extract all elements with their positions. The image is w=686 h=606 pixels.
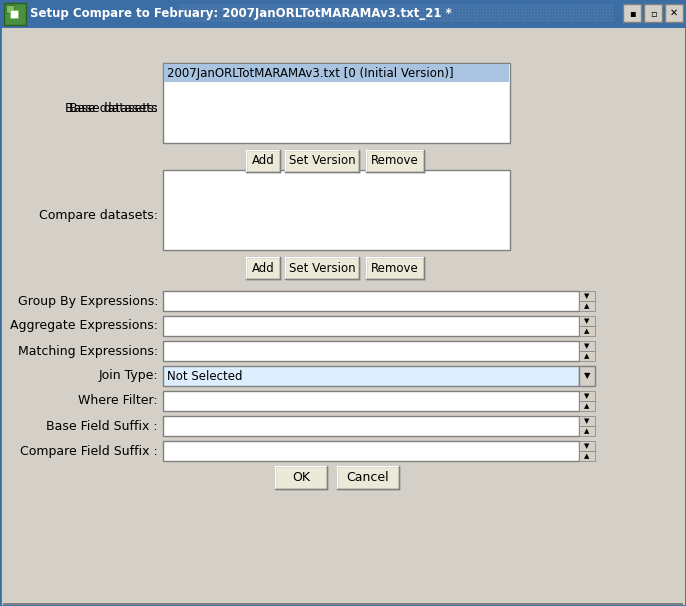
Text: Set Version: Set Version (289, 155, 355, 167)
Text: Remove: Remove (371, 155, 419, 167)
Bar (623, 4, 641, 22)
Text: Base Field Suffix :: Base Field Suffix : (47, 419, 158, 433)
Text: Matching Expressions:: Matching Expressions: (18, 344, 158, 358)
Bar (579, 391, 595, 401)
Bar (0, 0, 686, 28)
Bar (4, 3, 26, 25)
Text: OK: OK (292, 471, 310, 484)
Bar (163, 170, 510, 250)
Bar (579, 441, 595, 451)
Bar (10, 10, 18, 18)
Bar (579, 401, 595, 411)
Text: ▼: ▼ (584, 318, 590, 324)
Text: Group By Expressions:: Group By Expressions: (18, 295, 158, 307)
Bar (164, 64, 509, 82)
Bar (579, 416, 595, 426)
Text: Base datasets:: Base datasets: (65, 101, 158, 115)
Bar (579, 351, 595, 361)
Text: Remove: Remove (371, 262, 419, 275)
Text: Add: Add (252, 155, 274, 167)
Text: Base datasets: Base datasets (69, 101, 158, 115)
Text: ▼: ▼ (584, 418, 590, 424)
Bar (579, 341, 595, 351)
Text: ▲: ▲ (584, 453, 590, 459)
Bar (163, 391, 579, 411)
Text: Add: Add (252, 262, 274, 275)
Text: Compare Field Suffix :: Compare Field Suffix : (21, 444, 158, 458)
Bar (285, 150, 359, 172)
Bar (579, 301, 595, 311)
Text: ▼: ▼ (584, 393, 590, 399)
Text: ▲: ▲ (584, 353, 590, 359)
Text: ✕: ✕ (670, 8, 678, 18)
Bar (366, 257, 424, 279)
Text: Setup Compare to February: 2007JanORLTotMARAMAv3.txt_21 *: Setup Compare to February: 2007JanORLTot… (30, 7, 452, 21)
Text: Compare datasets:: Compare datasets: (39, 208, 158, 222)
Text: ▲: ▲ (584, 403, 590, 409)
Text: ▼: ▼ (584, 443, 590, 449)
Text: Where Filter:: Where Filter: (78, 395, 158, 407)
Bar (579, 426, 595, 436)
Bar (366, 150, 424, 172)
Bar (246, 150, 280, 172)
Bar (6, 5, 14, 13)
Text: ▫: ▫ (650, 8, 657, 18)
Bar (579, 366, 595, 386)
Text: ▲: ▲ (584, 328, 590, 334)
Bar (579, 291, 595, 301)
Bar (665, 4, 683, 22)
Bar (579, 326, 595, 336)
Bar (163, 416, 579, 436)
Bar (163, 341, 579, 361)
Bar (579, 451, 595, 461)
Bar (163, 63, 510, 143)
Text: ▼: ▼ (584, 343, 590, 349)
Bar (337, 466, 399, 489)
Text: ▲: ▲ (584, 428, 590, 434)
Bar (579, 316, 595, 326)
Bar (246, 257, 280, 279)
Text: Not Selected: Not Selected (167, 370, 242, 382)
Text: Cancel: Cancel (346, 471, 390, 484)
Bar (285, 257, 359, 279)
Text: ▪: ▪ (628, 8, 635, 18)
Bar (163, 441, 579, 461)
Bar (163, 291, 579, 311)
Text: Join Type:: Join Type: (98, 370, 158, 382)
Text: ▼: ▼ (584, 293, 590, 299)
Text: Set Version: Set Version (289, 262, 355, 275)
Bar (163, 366, 579, 386)
Bar (3, 603, 683, 605)
Bar (163, 316, 579, 336)
Bar (644, 4, 662, 22)
Bar (275, 466, 327, 489)
Text: ▲: ▲ (584, 303, 590, 309)
Text: Aggregate Expressions:: Aggregate Expressions: (10, 319, 158, 333)
Text: ▼: ▼ (584, 371, 590, 381)
Text: 2007JanORLTotMARAMAv3.txt [0 (Initial Version)]: 2007JanORLTotMARAMAv3.txt [0 (Initial Ve… (167, 67, 453, 79)
